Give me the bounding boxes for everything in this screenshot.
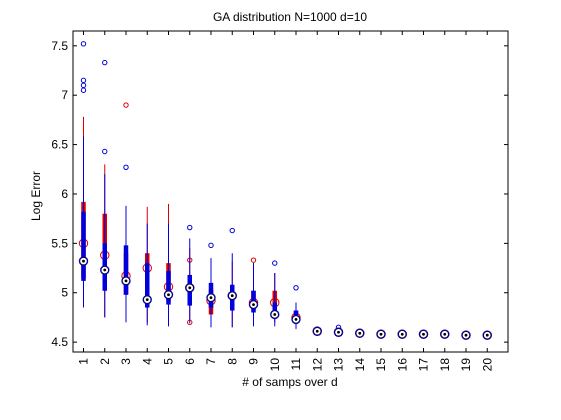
x-tick-label: 6 [183, 358, 197, 365]
median-dot [485, 333, 489, 337]
x-tick-label: 11 [289, 358, 303, 371]
mean-marker [142, 294, 152, 305]
x-tick-label: 19 [459, 358, 473, 372]
outlier-point [293, 285, 299, 291]
x-axis-label: # of samps over d [242, 375, 337, 389]
x-tick-label: 1 [77, 358, 91, 365]
x-tick-label: 15 [374, 358, 388, 372]
median-dot [315, 329, 319, 333]
mean-marker [78, 256, 89, 266]
box [123, 245, 129, 295]
mean-marker [185, 283, 195, 293]
x-tick-label: 4 [140, 358, 154, 365]
y-tick-label: 6 [61, 187, 68, 201]
mean-marker [206, 292, 216, 303]
median-dot [145, 298, 149, 302]
mean-marker [461, 330, 471, 340]
box-group [121, 164, 131, 323]
mean-marker [291, 314, 301, 325]
median-dot [379, 332, 383, 336]
median-dot [230, 294, 234, 298]
x-tick-label: 3 [119, 358, 133, 365]
mean-marker [121, 276, 131, 286]
median-dot [294, 318, 298, 321]
x-tick-label: 13 [332, 358, 346, 372]
mean-marker [270, 309, 280, 320]
median-dot [358, 331, 362, 335]
outlier-point [250, 257, 257, 263]
median-dot [422, 332, 425, 336]
outlier-point [80, 82, 87, 89]
y-axis-label: Log Error [29, 171, 43, 221]
x-tick-label: 10 [268, 358, 282, 372]
x-tick-label: 5 [162, 358, 176, 365]
mean-marker [248, 299, 259, 310]
outlier-point [229, 227, 235, 234]
median-dot [82, 259, 85, 263]
median-dot [103, 268, 107, 272]
box [145, 263, 150, 308]
x-tick-label: 18 [438, 358, 452, 372]
box [166, 271, 171, 305]
y-tick-label: 5 [61, 286, 68, 300]
x-tick-label: 7 [204, 358, 218, 365]
box-group [163, 223, 174, 327]
outlier-point [102, 59, 108, 66]
median-dot [167, 293, 170, 297]
outlier-point [102, 148, 108, 155]
median-dot [273, 313, 277, 316]
x-tick-label: 9 [247, 358, 261, 365]
x-tick-label: 17 [417, 358, 431, 372]
y-tick-label: 6.5 [51, 138, 68, 152]
median-dot [443, 332, 447, 336]
y-tick-label: 7 [61, 88, 68, 102]
mean-marker [418, 329, 429, 339]
y-tick-label: 5.5 [51, 236, 68, 250]
mean-marker [376, 329, 386, 339]
x-tick-label: 2 [98, 358, 112, 365]
median-dot [209, 296, 213, 300]
median-dot [252, 303, 255, 306]
outlier-point [123, 102, 129, 108]
outlier-point [208, 242, 214, 249]
y-tick-label: 4.5 [51, 335, 68, 349]
x-tick-label: 14 [353, 358, 367, 372]
x-tick-label: 12 [310, 358, 324, 372]
box-group [142, 223, 152, 326]
median-dot [124, 279, 128, 283]
chart-title: GA distribution N=1000 d=10 [213, 10, 367, 24]
mean-marker [312, 326, 322, 336]
outlier-point [80, 77, 87, 84]
mean-marker [440, 329, 450, 339]
box-series [78, 41, 492, 340]
mean-marker [163, 290, 174, 300]
median-dot [337, 330, 340, 334]
outlier-point [80, 41, 87, 47]
mean-marker [397, 329, 407, 339]
box-group [270, 260, 280, 327]
outlier-point [187, 224, 193, 231]
mean-marker [482, 330, 492, 340]
y-tick-label: 7.5 [51, 39, 68, 53]
outlier-point [80, 87, 87, 93]
median-dot [464, 333, 468, 337]
x-tick-label: 16 [395, 358, 409, 372]
x-tick-label: 8 [225, 358, 239, 365]
x-tick-label: 20 [480, 358, 494, 372]
mean-marker [227, 291, 237, 301]
axes-frame [72, 30, 509, 353]
mean-marker [333, 327, 344, 337]
outlier-point [123, 164, 129, 171]
median-dot [188, 286, 192, 290]
x-axis-ticks: 1 2 3 4 5 6 7 8 9 10 11 12 13 14 15 16 17 18 19 20 [77, 31, 494, 372]
box [81, 211, 86, 281]
mean-marker [355, 328, 365, 338]
median-dot [400, 332, 404, 336]
mean-marker [100, 265, 110, 275]
y-axis-ticks: 4.5 5 5.5 6 6.5 7 7.5 [51, 39, 508, 349]
box-group [78, 41, 89, 308]
outlier-point [272, 260, 278, 266]
